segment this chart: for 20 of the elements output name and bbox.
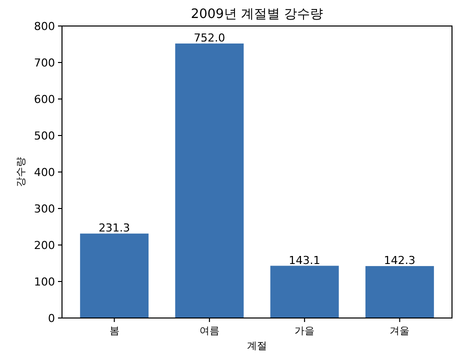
y-tick-label: 800	[34, 20, 55, 33]
data-label: 231.3	[98, 222, 130, 235]
chart-title: 2009년 계절별 강수량	[190, 7, 324, 22]
data-label: 142.3	[384, 254, 416, 268]
data-label: 752.0	[194, 32, 226, 45]
x-axis-title: 계절	[247, 341, 267, 352]
x-tick-label: 겨울	[390, 326, 410, 337]
y-tick-label: 100	[34, 276, 55, 288]
y-tick-label: 500	[34, 130, 55, 142]
y-tick-label: 200	[34, 239, 55, 252]
x-tick-label: 가을	[294, 326, 315, 337]
y-tick-label: 300	[34, 202, 55, 216]
data-label: 143.1	[288, 254, 320, 267]
y-tick-label: 600	[34, 93, 55, 106]
y-tick-label: 0	[48, 312, 55, 325]
x-tick-label: 여름	[199, 326, 220, 337]
y-axis-title: 강수량	[16, 157, 27, 187]
x-tick-label: 봄	[109, 326, 120, 337]
y-tick-label: 400	[34, 166, 55, 179]
y-tick-label: 700	[34, 56, 55, 70]
